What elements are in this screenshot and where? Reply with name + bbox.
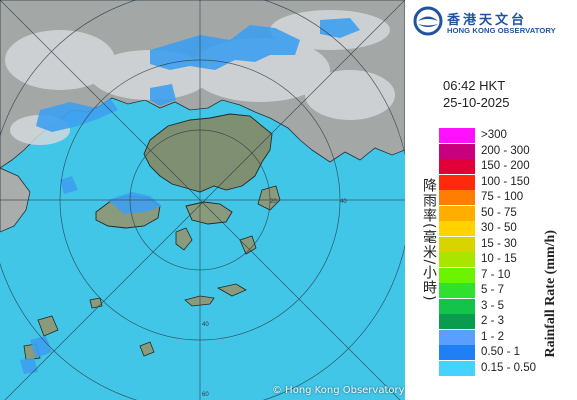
legend-swatch xyxy=(439,174,475,190)
legend-panel: 香港天文台 HONG KONG OBSERVATORY 06:42 HKT 25… xyxy=(405,0,577,400)
legend-swatch xyxy=(439,298,475,314)
rain-echoes xyxy=(20,18,360,374)
south-islands xyxy=(23,283,247,361)
radar-date: 25-10-2025 xyxy=(443,95,510,110)
legend-swatch xyxy=(439,205,475,221)
legend-row: 7 - 10 xyxy=(439,267,569,283)
legend-row: 5 - 7 xyxy=(439,283,569,298)
legend-swatch xyxy=(439,236,475,252)
legend-row: 2 - 3 xyxy=(439,314,569,329)
legend-row: 1 - 2 xyxy=(439,329,569,345)
range-rings xyxy=(0,0,405,400)
lamma-island xyxy=(175,227,193,251)
legend-title-chinese: 降雨率(毫米/小時) xyxy=(421,178,437,302)
legend-row: >300 xyxy=(439,128,569,143)
legend-swatch xyxy=(439,252,475,267)
legend-label: 10 - 15 xyxy=(481,253,517,265)
legend-label: 0.15 - 0.50 xyxy=(481,361,536,374)
legend-swatch xyxy=(439,360,475,376)
legend-row: 100 - 150 xyxy=(439,174,569,190)
legend-label: 1 - 2 xyxy=(481,330,505,343)
ring-label-20: 20 xyxy=(270,199,277,205)
legend-row: 0.15 - 0.50 xyxy=(439,360,569,376)
ring-label-40-south: 40 xyxy=(202,322,209,328)
radar-time: 06:42 HKT xyxy=(443,78,506,93)
legend-row: 0.50 - 1 xyxy=(439,345,569,360)
legend-swatch xyxy=(439,128,475,143)
legend-swatch xyxy=(439,221,475,236)
legend-swatch xyxy=(439,283,475,298)
legend-label: 2 - 3 xyxy=(481,315,505,327)
legend-label: >300 xyxy=(481,129,507,141)
legend-row: 200 - 300 xyxy=(439,143,569,159)
copyright-notice: © Hong Kong Observatory xyxy=(272,385,405,396)
legend-row: 150 - 200 xyxy=(439,159,569,174)
hko-logo: 香港天文台 HONG KONG OBSERVATORY xyxy=(413,6,577,38)
radar-map[interactable]: 20 40 40 60 © Hong Kong Observatory xyxy=(0,0,405,400)
legend-swatch xyxy=(439,190,475,205)
legend-title-english: Rainfall Rate (mm/h) xyxy=(543,230,558,358)
legend-label: 150 - 200 xyxy=(481,160,530,172)
legend-swatch xyxy=(439,329,475,345)
legend-label: 7 - 10 xyxy=(481,268,511,281)
ring-label-60: 60 xyxy=(202,392,209,398)
hko-logo-icon xyxy=(413,6,443,36)
logo-chinese: 香港天文台 xyxy=(447,13,528,28)
logo-english: HONG KONG OBSERVATORY xyxy=(447,26,556,35)
legend-swatch xyxy=(439,345,475,360)
legend-label: 50 - 75 xyxy=(481,206,517,219)
legend-label: 15 - 30 xyxy=(481,237,517,250)
legend-label: 200 - 300 xyxy=(481,144,530,157)
legend-label: 100 - 150 xyxy=(481,175,530,188)
legend-swatch xyxy=(439,267,475,283)
ring-label-40: 40 xyxy=(340,199,347,205)
legend-swatch xyxy=(439,314,475,329)
legend-swatch xyxy=(439,143,475,159)
legend-row: 3 - 5 xyxy=(439,298,569,314)
legend-label: 5 - 7 xyxy=(481,284,505,296)
legend-label: 0.50 - 1 xyxy=(481,346,520,358)
legend-row: 50 - 75 xyxy=(439,205,569,221)
legend-label: 30 - 50 xyxy=(481,222,517,234)
legend-row: 10 - 15 xyxy=(439,252,569,267)
legend-label: 75 - 100 xyxy=(481,191,524,203)
legend-row: 15 - 30 xyxy=(439,236,569,252)
legend-row: 30 - 50 xyxy=(439,221,569,236)
legend-label: 3 - 5 xyxy=(481,299,505,312)
radar-image: 20 40 40 60 xyxy=(0,0,405,400)
legend-row: 75 - 100 xyxy=(439,190,569,205)
hong-kong-land xyxy=(143,113,273,193)
legend-swatch xyxy=(439,159,475,174)
